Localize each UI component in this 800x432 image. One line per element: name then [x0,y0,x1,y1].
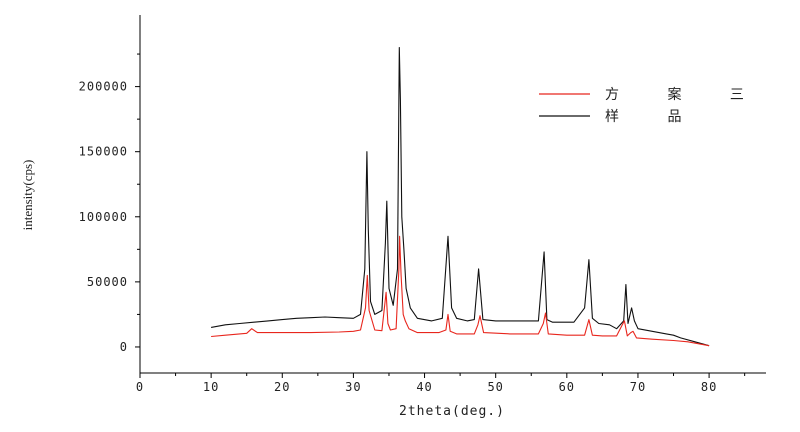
series-layer [211,46,710,347]
y-tick-label: 200000 [79,80,128,94]
y-tick-label: 150000 [79,145,128,159]
series-line-1 [211,46,710,347]
y-tick-label: 0 [120,340,128,354]
legend-label-0: 方 案 三 [605,86,766,103]
x-tick-label: 50 [487,380,503,394]
y-axis-label: intensity(cps) [20,160,35,231]
x-tick-label: 40 [416,380,432,394]
legend: 方 案 三样 品 [539,86,766,125]
series-line-0 [211,235,710,347]
legend-label-1: 样 品 [605,109,703,125]
y-tick-label: 100000 [79,210,128,224]
x-tick-label: 0 [136,380,144,394]
x-tick-label: 20 [274,380,290,394]
x-axis-label: 2theta(deg.) [399,404,505,419]
x-tick-label: 10 [203,380,219,394]
x-tick-label: 80 [701,380,717,394]
x-tick-label: 60 [559,380,575,394]
x-tick-label: 70 [630,380,646,394]
x-tick-label: 30 [345,380,361,394]
y-tick-label: 50000 [87,275,128,289]
axes: 0 10 20 30 40 50 60 70 80 0 50000 100000 150000 20000… [79,15,766,394]
